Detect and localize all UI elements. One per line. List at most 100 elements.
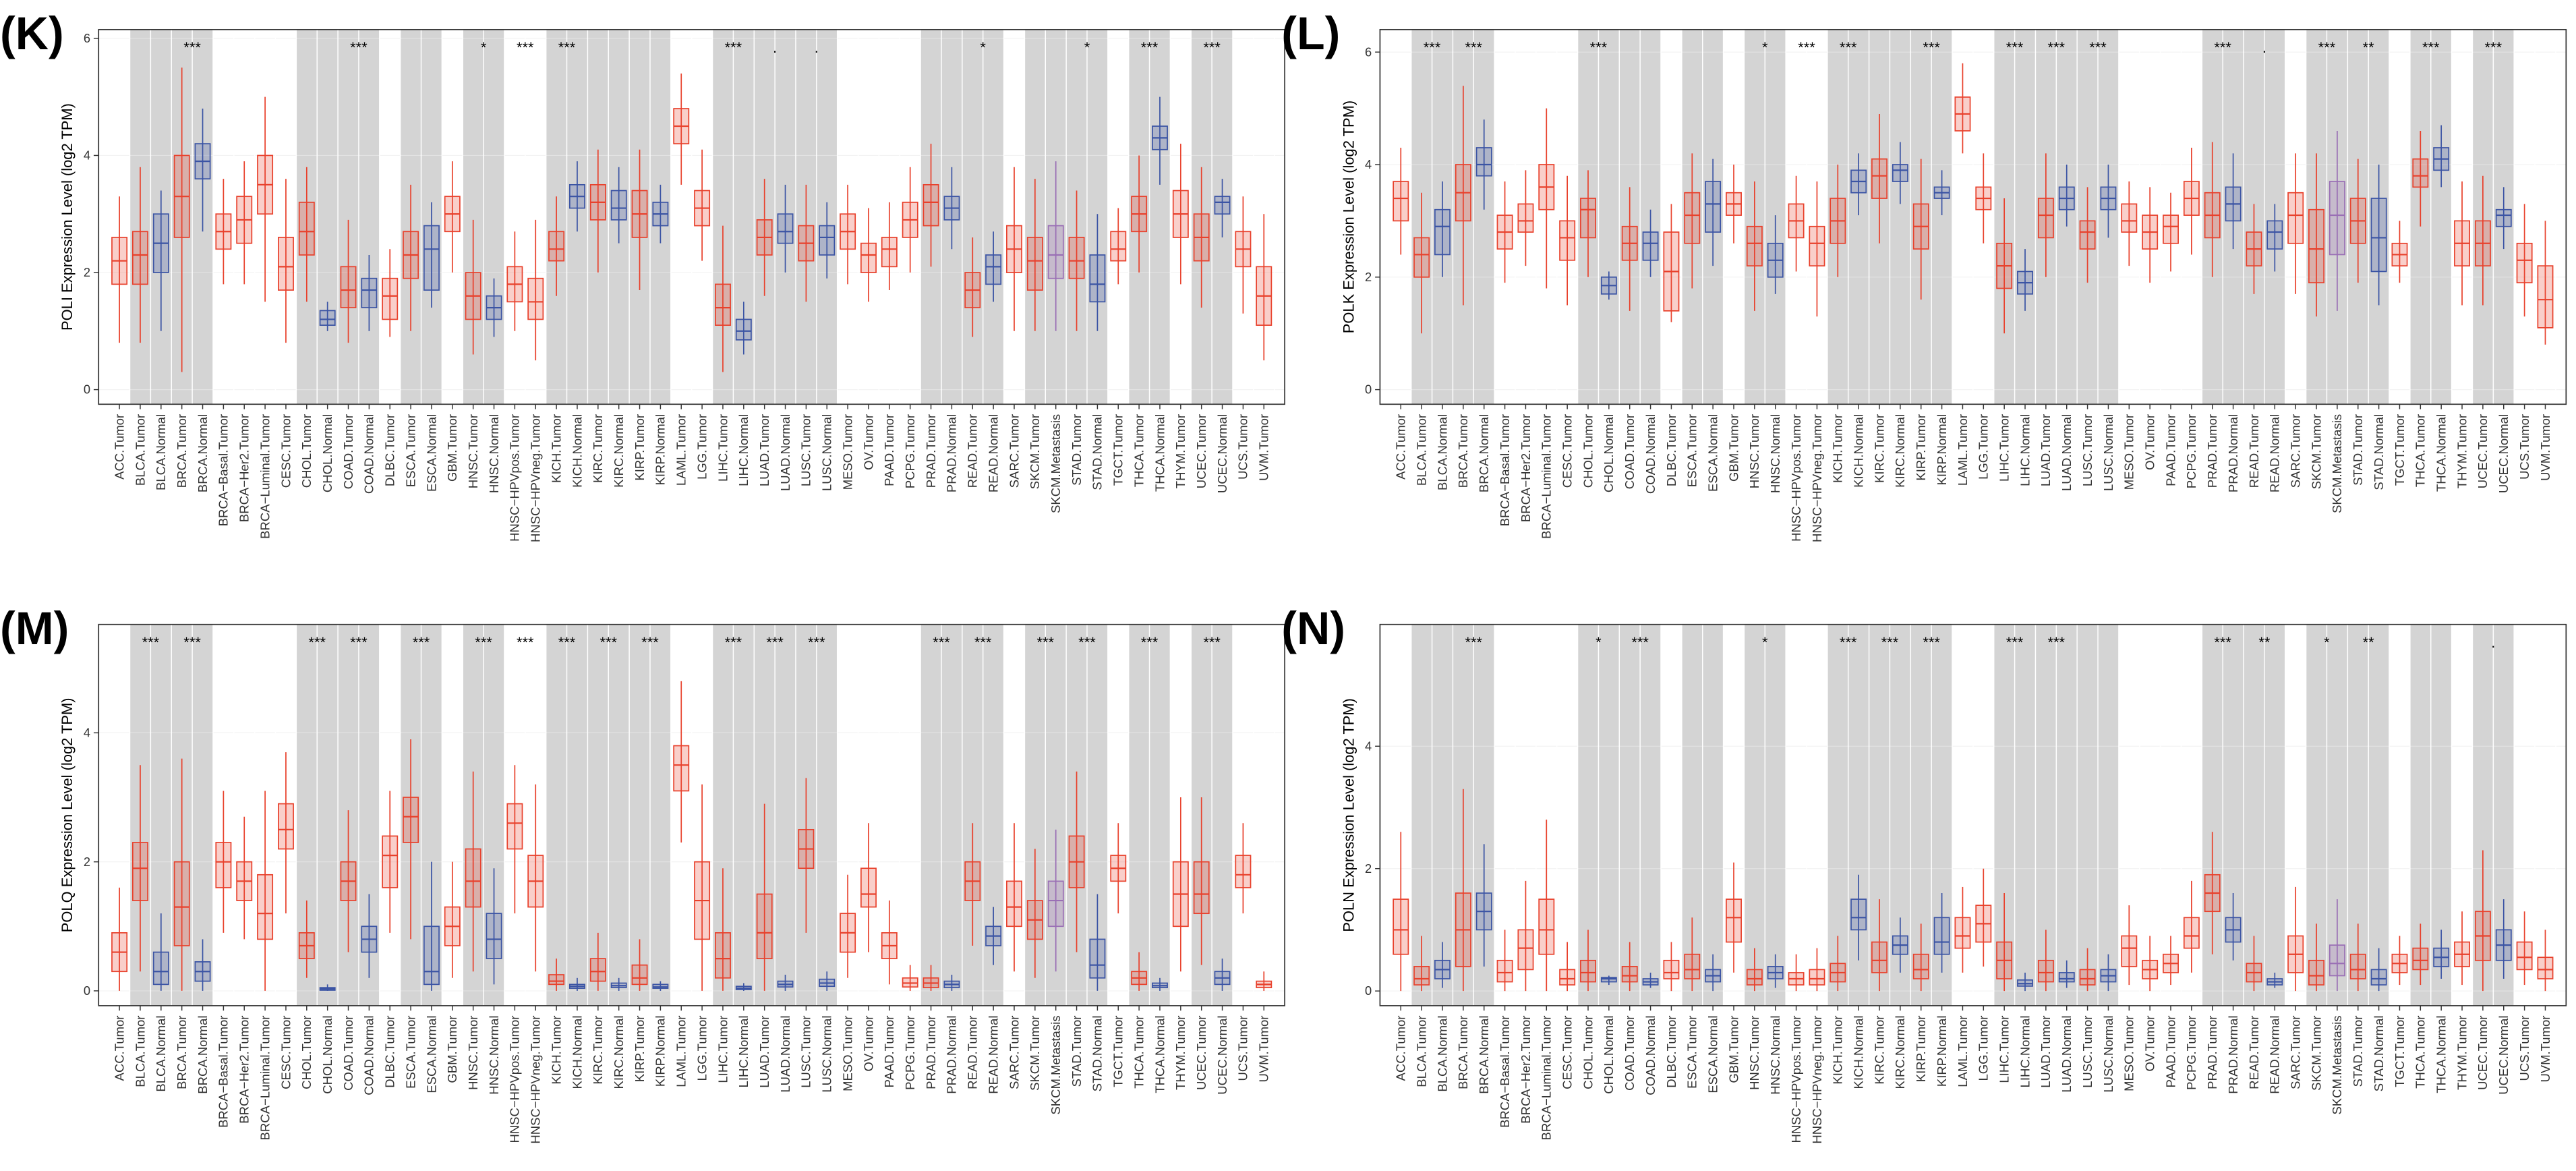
group-shade bbox=[546, 624, 567, 1006]
box-body bbox=[860, 242, 877, 273]
x-tick-label: PRAD.Normal bbox=[2226, 1016, 2240, 1094]
x-tick-label: PRAD.Normal bbox=[945, 1016, 959, 1094]
box-body bbox=[1089, 254, 1106, 303]
significance: *** bbox=[766, 634, 784, 651]
significance: ** bbox=[2258, 634, 2271, 651]
box-body bbox=[1746, 969, 1763, 986]
x-tick-label: LAML.Tumor bbox=[674, 1016, 689, 1087]
x-tick-label: SARC.Tumor bbox=[2289, 414, 2303, 488]
panel: 0 2 4 ACC.Tumor BLCA.Tumor BLCA.Normal BRCA.Tu… bbox=[1281, 603, 2567, 1144]
x-tick-label: KIRC.Tumor bbox=[591, 414, 605, 483]
x-tick-label: ESCA.Tumor bbox=[1685, 414, 1699, 487]
x-tick-label: HNSC.Normal bbox=[1768, 1016, 1782, 1095]
box-body bbox=[506, 803, 523, 850]
y-tick-label: 0 bbox=[84, 983, 90, 998]
x-tick-label: HNSC.Normal bbox=[1768, 414, 1782, 493]
group-shade bbox=[920, 624, 941, 1006]
significance: *** bbox=[2089, 39, 2107, 56]
x-tick-label: SKCM.Metastasis bbox=[1049, 1016, 1063, 1115]
x-tick-label: THCA.Normal bbox=[1152, 414, 1167, 492]
box-body bbox=[1068, 237, 1085, 279]
x-tick-label: STAD.Normal bbox=[1090, 414, 1105, 490]
y-tick-label: 6 bbox=[1365, 45, 1372, 59]
x-tick-label: COAD.Normal bbox=[1643, 414, 1658, 494]
significance: *** bbox=[350, 39, 368, 56]
x-tick-label: HNSC−HPVneg.Tumor bbox=[529, 414, 543, 542]
x-tick-label: UCS.Tumor bbox=[1236, 1016, 1250, 1081]
group-shade bbox=[1149, 29, 1171, 405]
significance: ** bbox=[2363, 634, 2375, 651]
box-body bbox=[1850, 898, 1867, 931]
significance: *** bbox=[1078, 634, 1096, 651]
x-tick-label: THYM.Tumor bbox=[2455, 1016, 2469, 1090]
x-tick-label: ESCA.Normal bbox=[1705, 414, 1720, 492]
significance: . bbox=[2262, 39, 2266, 56]
y-tick-label: 4 bbox=[1365, 157, 1372, 171]
x-tick-label: READ.Normal bbox=[2268, 1016, 2282, 1094]
x-tick-label: HNSC.Tumor bbox=[466, 1016, 480, 1090]
x-tick-label: PRAD.Tumor bbox=[2205, 414, 2219, 488]
box-body bbox=[2121, 935, 2138, 967]
x-tick-label: KICH.Tumor bbox=[549, 1016, 563, 1085]
x-tick-label: CESC.Tumor bbox=[1560, 414, 1574, 488]
x-tick-label: ESCA.Normal bbox=[1705, 1016, 1720, 1093]
x-tick-label: LUAD.Normal bbox=[2059, 1016, 2074, 1093]
box-body bbox=[527, 277, 544, 320]
group-shade bbox=[1744, 624, 1765, 1006]
significance: *** bbox=[1881, 634, 1899, 651]
x-tick-label: KIRC.Normal bbox=[1893, 1016, 1907, 1089]
x-tick-label: HNSC−HPVpos.Tumor bbox=[1789, 1016, 1803, 1143]
x-tick-label: GBM.Tumor bbox=[1726, 414, 1740, 482]
group-shade bbox=[1212, 624, 1233, 1006]
x-tick-label: CHOL.Normal bbox=[1602, 1016, 1616, 1094]
box-body bbox=[319, 310, 336, 326]
x-tick-label: CHOL.Normal bbox=[1602, 414, 1616, 492]
box-body bbox=[1580, 198, 1596, 239]
x-tick-label: UCS.Tumor bbox=[2517, 1016, 2531, 1081]
x-tick-label: UCEC.Normal bbox=[2496, 414, 2511, 493]
x-tick-label: KIRC.Normal bbox=[1893, 414, 1907, 488]
x-tick-label: LUAD.Tumor bbox=[757, 414, 771, 486]
x-tick-label: PAAD.Tumor bbox=[2163, 1016, 2177, 1088]
x-tick-label: BRCA.Normal bbox=[1477, 414, 1491, 492]
x-tick-label: KIRC.Normal bbox=[612, 414, 626, 488]
box-body bbox=[1871, 158, 1887, 199]
box-body bbox=[2349, 953, 2366, 979]
significance: *** bbox=[1203, 634, 1221, 651]
box-body bbox=[1684, 953, 1701, 979]
y-tick-label: 4 bbox=[84, 725, 90, 739]
x-tick-label: LUSC.Normal bbox=[820, 414, 834, 491]
plot-border bbox=[1379, 623, 2567, 1006]
significance: *** bbox=[2048, 39, 2066, 56]
x-tick-label: BLCA.Tumor bbox=[1414, 1016, 1428, 1087]
box-body bbox=[673, 745, 690, 792]
box-body bbox=[1475, 147, 1492, 177]
significance: *** bbox=[1141, 39, 1159, 56]
x-tick-label: LAML.Tumor bbox=[1956, 414, 1970, 486]
significance: *** bbox=[1798, 39, 1815, 56]
x-tick-label: GBM.Tumor bbox=[1726, 1016, 1740, 1083]
box-body bbox=[2266, 220, 2283, 250]
y-tick-label: 2 bbox=[1365, 861, 1372, 876]
x-tick-label: LUAD.Tumor bbox=[757, 1016, 771, 1088]
box-body bbox=[1746, 225, 1763, 266]
significance: * bbox=[1084, 39, 1090, 56]
x-tick-label: ACC.Tumor bbox=[1394, 1016, 1408, 1081]
x-tick-label: LIHC.Normal bbox=[2018, 414, 2032, 486]
significance: *** bbox=[2318, 39, 2336, 56]
significance: *** bbox=[475, 634, 492, 651]
box-body bbox=[1684, 192, 1701, 244]
group-shade bbox=[649, 624, 671, 1006]
group-shade bbox=[1765, 624, 1786, 1006]
x-tick-label: BRCA−Her2.Tumor bbox=[1519, 414, 1533, 522]
box-body bbox=[298, 202, 315, 256]
box-body bbox=[631, 964, 648, 986]
box-body bbox=[2537, 956, 2554, 979]
x-tick-label: LUSC.Tumor bbox=[799, 414, 813, 486]
box-body bbox=[2329, 944, 2345, 977]
box-body bbox=[340, 266, 357, 308]
box-body bbox=[2370, 969, 2387, 986]
box-body bbox=[2495, 208, 2512, 227]
x-tick-label: KIRP.Tumor bbox=[1914, 414, 1928, 481]
x-tick-label: UVM.Tumor bbox=[2538, 414, 2552, 481]
